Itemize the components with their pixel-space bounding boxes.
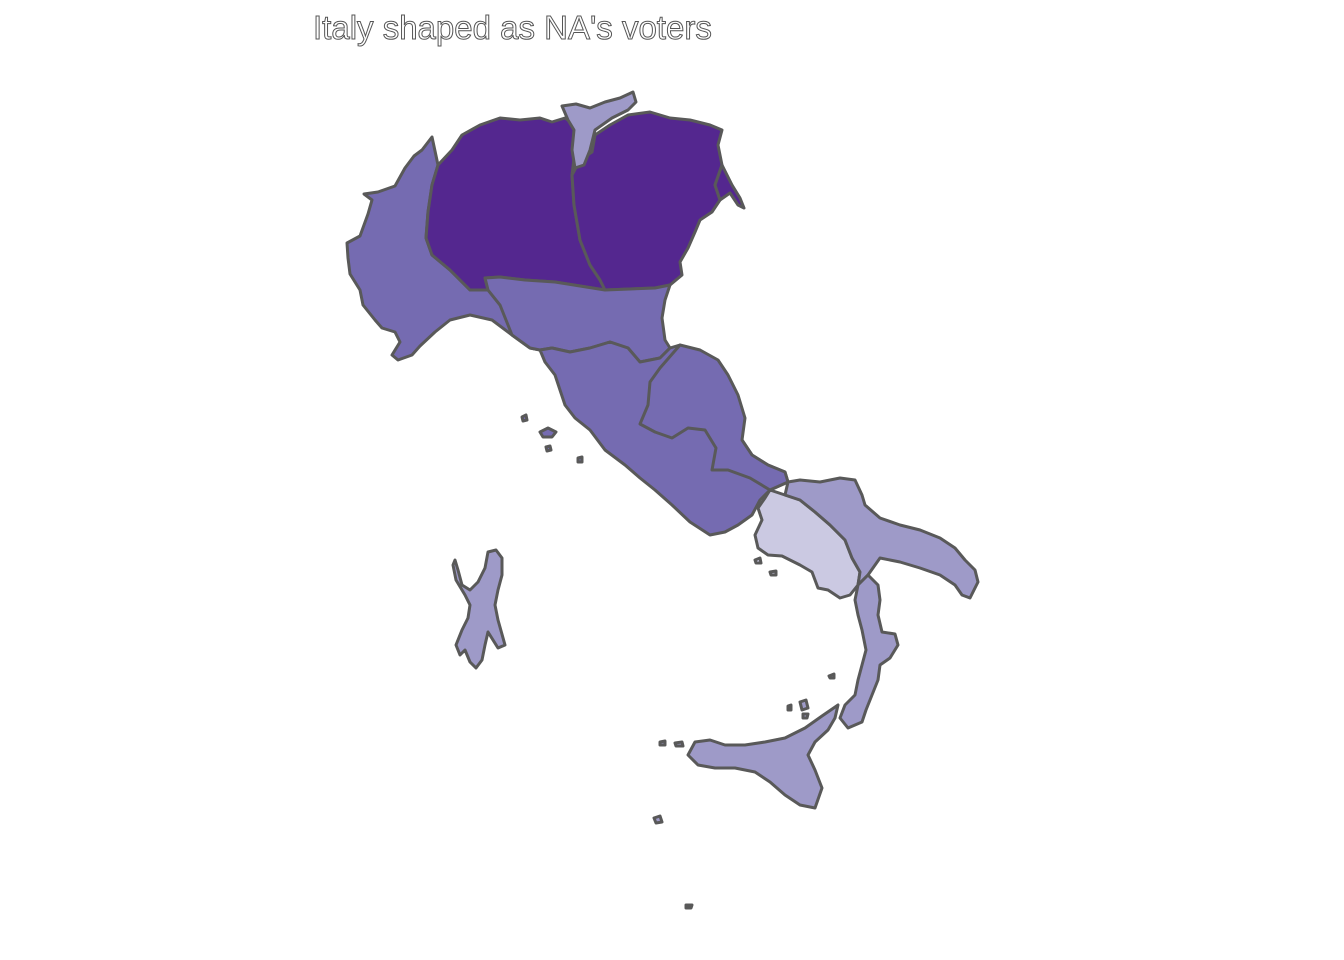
region-calabria[interactable] — [838, 573, 900, 730]
island-giglio[interactable] — [544, 444, 553, 453]
region-marche-abruzzo-molise[interactable] — [638, 343, 790, 492]
island-montecristo[interactable] — [576, 455, 584, 464]
island-capri[interactable] — [768, 569, 778, 577]
island-lampedusa[interactable] — [684, 903, 694, 910]
island-pantelleria[interactable] — [652, 814, 664, 825]
island-ustica[interactable] — [673, 740, 685, 748]
island-elba[interactable] — [538, 426, 558, 439]
region-sicily[interactable] — [686, 703, 840, 810]
island-ischia[interactable] — [753, 556, 763, 565]
region-sardinia[interactable] — [451, 548, 507, 670]
island-aeolian-3[interactable] — [801, 712, 810, 720]
island-aeolian-1[interactable] — [798, 698, 810, 712]
island-capraia[interactable] — [520, 413, 529, 423]
region-apulia-basilicata[interactable] — [783, 476, 980, 600]
region-north-east-veneto-friuli[interactable] — [570, 110, 724, 292]
island-egadi[interactable] — [658, 739, 667, 747]
island-stromboli[interactable] — [827, 672, 836, 680]
island-aeolian-2[interactable] — [786, 703, 793, 712]
region-trentino-alto-adige[interactable] — [560, 90, 638, 170]
map-title: Italy shaped as NA's voters — [313, 9, 713, 47]
region-friuli-tip[interactable] — [713, 163, 746, 210]
